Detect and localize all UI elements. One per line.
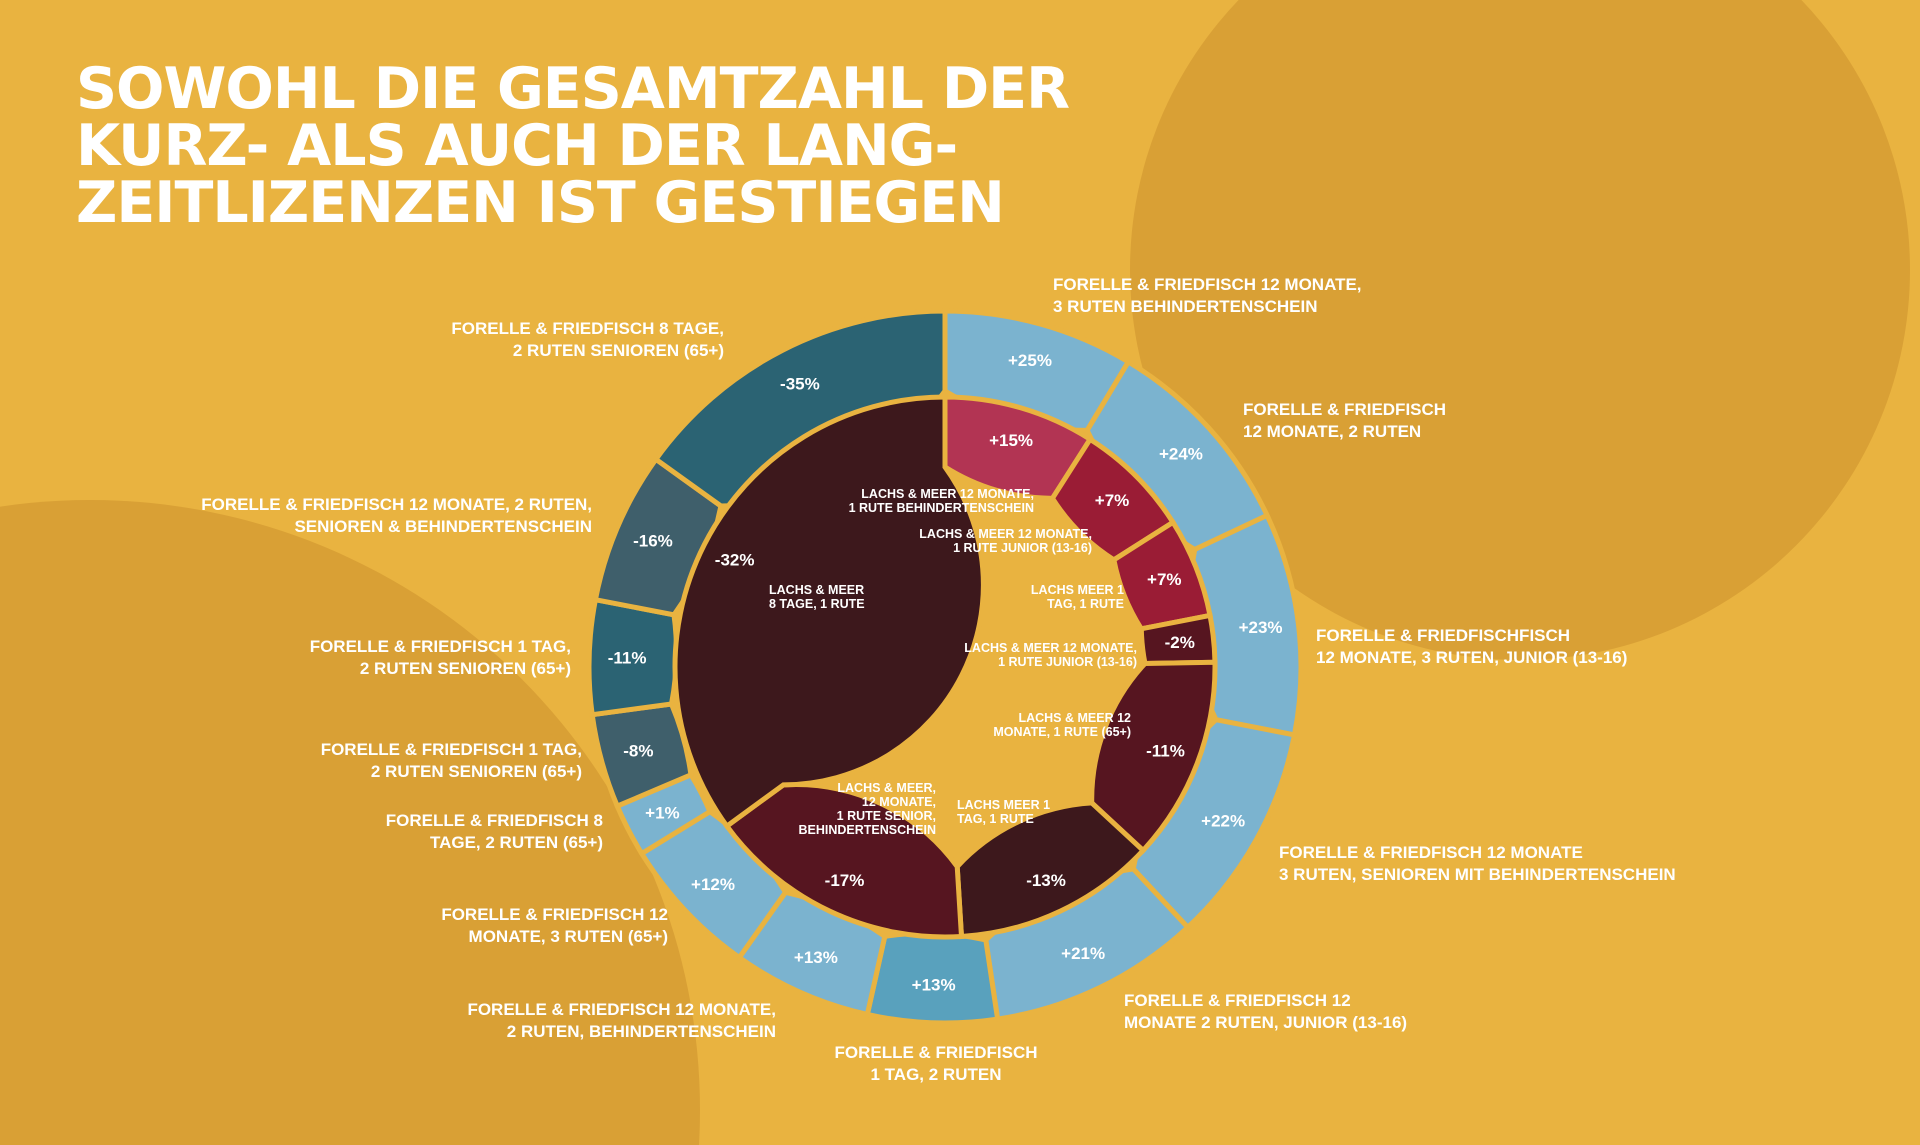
outer-label-3-line-2: 12 MONATE, 3 RUTEN, JUNIOR (13-16) — [1316, 648, 1627, 667]
outer-labels: FORELLE & FRIEDFISCH 12 MONATE, 3 RUTEN B… — [201, 275, 1675, 1084]
outer-segment-7-value: +13% — [794, 948, 838, 967]
inner-label-5: LACHS & MEER 12 MONATE, 1 RUTE (65+) — [993, 711, 1131, 739]
inner-label-3-line-1: LACHS MEER 1 — [1031, 583, 1124, 597]
outer-label-10-line-2: 2 RUTEN SENIOREN (65+) — [371, 762, 582, 781]
outer-segment-3-value: +23% — [1239, 618, 1283, 637]
outer-label-12-line-1: FORELLE & FRIEDFISCH 12 MONATE, 2 RUTEN, — [201, 495, 592, 514]
inner-label-4: LACHS & MEER 12 MONATE, 1 RUTE JUNIOR (13… — [964, 641, 1137, 669]
inner-label-3-line-2: TAG, 1 RUTE — [1047, 597, 1124, 611]
outer-segment-13-value: -35% — [780, 375, 820, 394]
outer-label-4-line-2: 3 RUTEN, SENIOREN MIT BEHINDERTENSCHEIN — [1279, 865, 1676, 884]
inner-label-2-line-1: LACHS & MEER 12 MONATE, — [919, 527, 1092, 541]
inner-ring: +15% +7% +7% -2% -11% -13% -17% -32% — [672, 394, 1218, 940]
outer-label-13-line-1: FORELLE & FRIEDFISCH 8 TAGE, — [451, 319, 724, 338]
inner-segment-2-value: +7% — [1095, 491, 1130, 510]
outer-segment-8-value: +12% — [691, 875, 735, 894]
outer-label-6-line-1: FORELLE & FRIEDFISCH — [834, 1043, 1037, 1062]
outer-label-7: FORELLE & FRIEDFISCH 12 MONATE, 2 RUTEN, … — [467, 1000, 776, 1041]
outer-label-5-line-2: MONATE 2 RUTEN, JUNIOR (13-16) — [1124, 1013, 1407, 1032]
inner-label-5-line-1: LACHS & MEER 12 — [1018, 711, 1131, 725]
inner-label-6-line-1: LACHS MEER 1 — [957, 798, 1050, 812]
outer-label-9: FORELLE & FRIEDFISCH 8 TAGE, 2 RUTEN (65+… — [386, 811, 603, 852]
inner-label-5-line-2: MONATE, 1 RUTE (65+) — [993, 725, 1131, 739]
inner-segment-5-value: -11% — [1146, 742, 1185, 761]
outer-label-9-line-2: TAGE, 2 RUTEN (65+) — [430, 833, 603, 852]
outer-segment-5-value: +21% — [1061, 944, 1105, 963]
chart-title: SOWOHL DIE GESAMTZAHL DER KURZ- ALS AUCH… — [76, 56, 1070, 236]
outer-label-7-line-2: 2 RUTEN, BEHINDERTENSCHEIN — [507, 1022, 776, 1041]
outer-label-7-line-1: FORELLE & FRIEDFISCH 12 MONATE, — [467, 1000, 776, 1019]
background-circle-top-right — [1130, 0, 1910, 660]
title-line-2: KURZ- ALS AUCH DER LANG- — [76, 113, 957, 179]
outer-label-8: FORELLE & FRIEDFISCH 12 MONATE, 3 RUTEN (… — [441, 905, 668, 946]
inner-segment-1-value: +15% — [989, 431, 1033, 450]
outer-label-11-line-1: FORELLE & FRIEDFISCH 1 TAG, — [310, 637, 571, 656]
inner-label-2-line-2: 1 RUTE JUNIOR (13-16) — [953, 541, 1092, 555]
inner-label-7-line-3: 1 RUTE SENIOR, — [837, 809, 936, 823]
outer-label-2-line-1: FORELLE & FRIEDFISCH — [1243, 400, 1446, 419]
inner-label-1-line-2: 1 RUTE BEHINDERTENSCHEIN — [849, 501, 1034, 515]
inner-label-8: LACHS & MEER 8 TAGE, 1 RUTE — [769, 583, 865, 611]
outer-label-13: FORELLE & FRIEDFISCH 8 TAGE, 2 RUTEN SENI… — [451, 319, 724, 360]
outer-label-8-line-1: FORELLE & FRIEDFISCH 12 — [441, 905, 668, 924]
outer-segment-2-value: +24% — [1159, 444, 1203, 463]
outer-label-3-line-1: FORELLE & FRIEDFISCHFISCH — [1316, 626, 1570, 645]
outer-label-3: FORELLE & FRIEDFISCHFISCH 12 MONATE, 3 RU… — [1316, 626, 1627, 667]
inner-label-1: LACHS & MEER 12 MONATE, 1 RUTE BEHINDERTE… — [849, 487, 1034, 515]
outer-label-12-line-2: SENIOREN & BEHINDERTENSCHEIN — [294, 517, 592, 536]
outer-label-4: FORELLE & FRIEDFISCH 12 MONATE 3 RUTEN, S… — [1279, 843, 1676, 884]
inner-label-6: LACHS MEER 1 TAG, 1 RUTE — [957, 798, 1050, 826]
inner-segment-8 — [672, 394, 986, 830]
outer-label-1-line-2: 3 RUTEN BEHINDERTENSCHEIN — [1053, 297, 1317, 316]
inner-label-4-line-1: LACHS & MEER 12 MONATE, — [964, 641, 1137, 655]
outer-label-8-line-2: MONATE, 3 RUTEN (65+) — [469, 927, 668, 946]
outer-segment-10-value: -8% — [623, 742, 653, 761]
inner-label-4-line-2: 1 RUTE JUNIOR (13-16) — [998, 655, 1137, 669]
outer-label-5: FORELLE & FRIEDFISCH 12 MONATE 2 RUTEN, J… — [1124, 991, 1407, 1032]
inner-segment-3-value: +7% — [1147, 570, 1182, 589]
title-line-3: ZEITLIZENZEN IST GESTIEGEN — [76, 170, 1004, 236]
inner-labels: LACHS & MEER 12 MONATE, 1 RUTE BEHINDERTE… — [769, 487, 1137, 837]
outer-segment-9-value: +1% — [645, 803, 680, 822]
outer-label-4-line-1: FORELLE & FRIEDFISCH 12 MONATE — [1279, 843, 1583, 862]
outer-segment-1-value: +25% — [1008, 351, 1052, 370]
inner-label-1-line-1: LACHS & MEER 12 MONATE, — [861, 487, 1034, 501]
outer-segment-12-value: -16% — [633, 532, 673, 551]
outer-segment-11-value: -11% — [608, 649, 647, 668]
outer-label-2-line-2: 12 MONATE, 2 RUTEN — [1243, 422, 1421, 441]
inner-segment-4-value: -2% — [1165, 633, 1195, 652]
outer-segment-4-value: +22% — [1201, 812, 1245, 831]
inner-segment-8-value: -32% — [715, 551, 755, 570]
inner-label-7-line-4: BEHINDERTENSCHEIN — [798, 823, 936, 837]
outer-label-13-line-2: 2 RUTEN SENIOREN (65+) — [513, 341, 724, 360]
inner-label-8-line-1: LACHS & MEER — [769, 583, 864, 597]
outer-label-11-line-2: 2 RUTEN SENIOREN (65+) — [360, 659, 571, 678]
inner-segment-7-value: -17% — [825, 871, 865, 890]
title-line-1: SOWOHL DIE GESAMTZAHL DER — [76, 56, 1069, 122]
outer-label-10: FORELLE & FRIEDFISCH 1 TAG, 2 RUTEN SENIO… — [321, 740, 582, 781]
outer-label-11: FORELLE & FRIEDFISCH 1 TAG, 2 RUTEN SENIO… — [310, 637, 571, 678]
background-circle-bottom-left — [0, 500, 700, 1145]
inner-label-7-line-1: LACHS & MEER, — [837, 781, 936, 795]
inner-label-8-line-2: 8 TAGE, 1 RUTE — [769, 597, 865, 611]
outer-label-6: FORELLE & FRIEDFISCH 1 TAG, 2 RUTEN — [834, 1043, 1037, 1084]
inner-label-7-line-2: 12 MONATE, — [862, 795, 936, 809]
inner-label-7: LACHS & MEER, 12 MONATE, 1 RUTE SENIOR, BEH… — [798, 781, 936, 837]
outer-label-1: FORELLE & FRIEDFISCH 12 MONATE, 3 RUTEN B… — [1053, 275, 1362, 316]
inner-label-2: LACHS & MEER 12 MONATE, 1 RUTE JUNIOR (13… — [919, 527, 1092, 555]
outer-label-2: FORELLE & FRIEDFISCH 12 MONATE, 2 RUTEN — [1243, 400, 1446, 441]
outer-label-5-line-1: FORELLE & FRIEDFISCH 12 — [1124, 991, 1351, 1010]
outer-label-1-line-1: FORELLE & FRIEDFISCH 12 MONATE, — [1053, 275, 1362, 294]
outer-label-6-line-2: 1 TAG, 2 RUTEN — [871, 1065, 1002, 1084]
outer-label-9-line-1: FORELLE & FRIEDFISCH 8 — [386, 811, 603, 830]
inner-segment-6-value: -13% — [1026, 871, 1066, 890]
outer-label-12: FORELLE & FRIEDFISCH 12 MONATE, 2 RUTEN,… — [201, 495, 592, 536]
inner-label-6-line-2: TAG, 1 RUTE — [957, 812, 1034, 826]
inner-label-3: LACHS MEER 1 TAG, 1 RUTE — [1031, 583, 1124, 611]
outer-segment-6-value: +13% — [912, 975, 956, 994]
outer-label-10-line-1: FORELLE & FRIEDFISCH 1 TAG, — [321, 740, 582, 759]
